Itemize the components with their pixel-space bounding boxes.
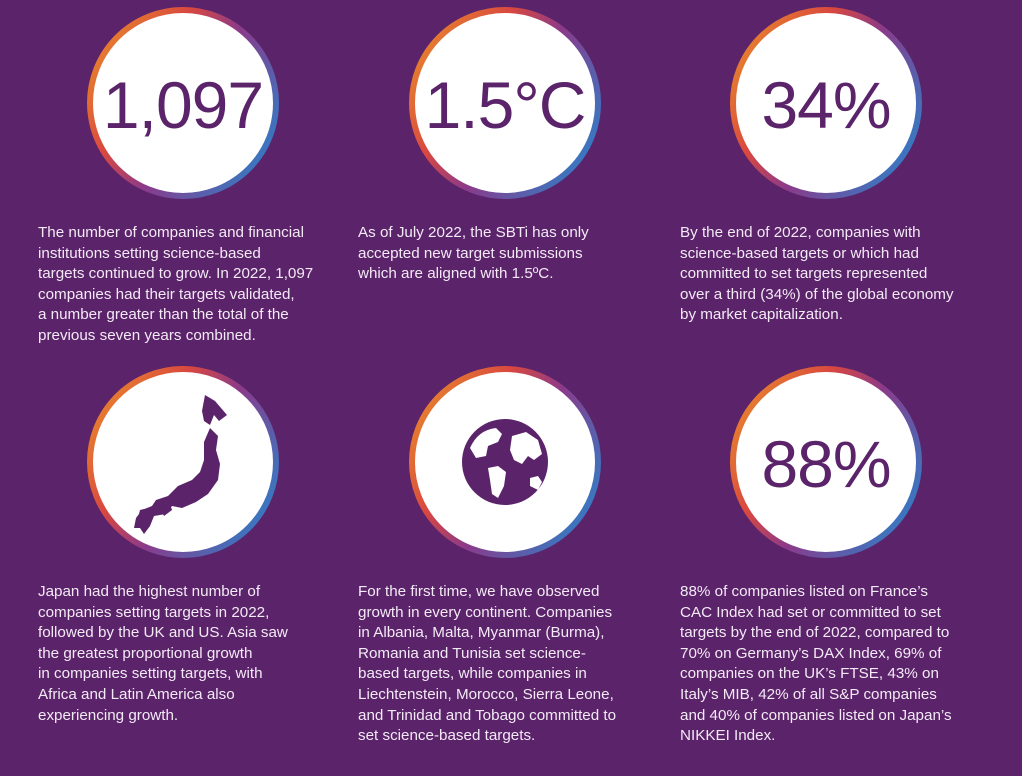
description: The number of companies and financial ins…	[38, 223, 313, 347]
description-line: in Albania, Malta, Myanmar (Burma),	[358, 624, 605, 642]
description-line: companies had their targets validated,	[38, 285, 295, 303]
description: By the end of 2022, companies with scienc…	[680, 223, 954, 326]
stat-value: 88%	[761, 427, 890, 501]
description-line: 70% on Germany’s DAX Index, 69% of	[680, 644, 942, 662]
description: 88% of companies listed on France’s CAC I…	[680, 582, 952, 747]
description-line: Japan had the highest number of	[38, 583, 261, 600]
stat-circle	[87, 366, 279, 558]
description-line: by market capitalization.	[680, 306, 843, 324]
stat-circle	[730, 7, 922, 199]
description: For the first time, we have observed grow…	[358, 582, 616, 747]
description-line: which are aligned with 1.5ºC.	[358, 265, 554, 283]
description-line: Romania and Tunisia set science-	[358, 644, 586, 662]
description-line: and Trinidad and Tobago committed to	[358, 706, 617, 724]
japan-icon	[134, 395, 227, 534]
description-line: companies setting targets in 2022,	[38, 603, 270, 621]
description-line: accepted new target submissions	[358, 244, 583, 262]
description-line: experiencing growth.	[38, 706, 179, 724]
description-line: NIKKEI Index.	[680, 727, 776, 745]
description: As of July 2022, the SBTi has only accept…	[358, 223, 589, 285]
description-line: By the end of 2022, companies with	[680, 224, 921, 241]
stat-value: 1.5°C	[425, 68, 586, 142]
description-line: committed to set targets represented	[680, 265, 928, 283]
description-line: in companies setting targets, with	[38, 665, 263, 683]
description-line: science-based targets or which had	[680, 244, 919, 262]
description-line: the greatest proportional growth	[38, 644, 253, 662]
description-line: followed by the UK and US. Asia saw	[38, 624, 288, 642]
description-line: previous seven years combined.	[38, 326, 256, 344]
stat-circle	[730, 366, 922, 558]
description-line: growth in every continent. Companies	[358, 603, 613, 621]
description-line: and 40% of companies listed on Japan’s	[680, 706, 952, 724]
description-line: The number of companies and financial	[38, 224, 304, 241]
description-line: institutions setting science-based	[38, 244, 261, 262]
description-line: As of July 2022, the SBTi has only	[358, 224, 589, 241]
stat-value: 1,097	[103, 68, 263, 142]
description-line: Liechtenstein, Morocco, Sierra Leone,	[358, 685, 614, 703]
description-line: set science-based targets.	[358, 727, 536, 745]
description-line: For the first time, we have observed	[358, 583, 600, 600]
stat-circle	[87, 7, 279, 199]
description-line: companies on the UK’s FTSE, 43% on	[680, 665, 939, 683]
description-line: targets continued to grow. In 2022, 1,09…	[38, 265, 314, 283]
stat-value: 34%	[761, 68, 890, 142]
stat-circle	[409, 7, 601, 199]
description: Japan had the highest number of companies…	[38, 582, 288, 726]
description-line: targets by the end of 2022, compared to	[680, 624, 950, 642]
description-line: Africa and Latin America also	[38, 685, 235, 703]
description-line: based targets, while companies in	[358, 665, 587, 683]
description-line: a number greater than the total of the	[38, 306, 289, 324]
description-line: 88% of companies listed on France’s	[680, 583, 928, 600]
description-line: Italy’s MIB, 42% of all S&P companies	[680, 685, 937, 703]
description-line: over a third (34%) of the global economy	[680, 285, 954, 303]
globe-icon	[462, 419, 548, 505]
description-line: CAC Index had set or committed to set	[680, 603, 941, 621]
